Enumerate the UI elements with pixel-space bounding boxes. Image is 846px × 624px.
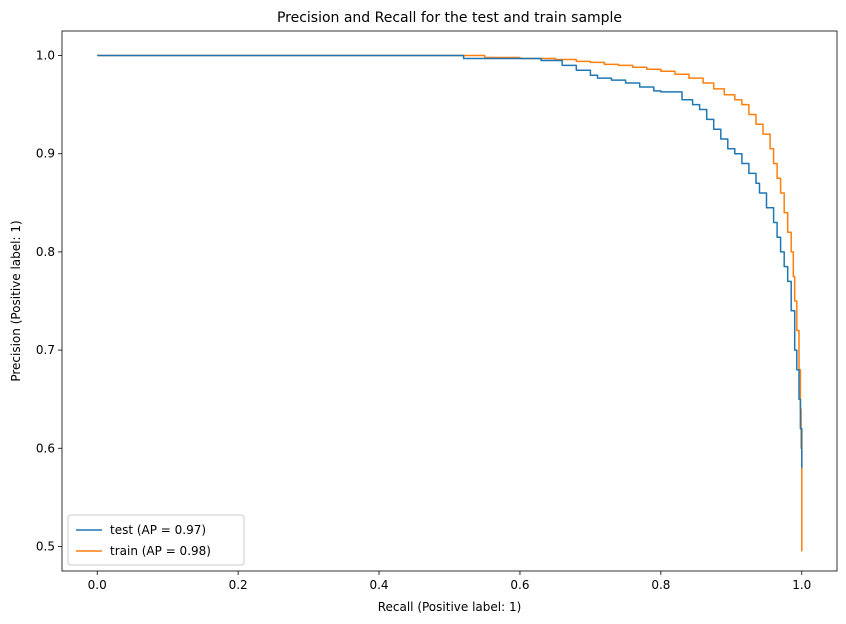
x-axis-label: Recall (Positive label: 1) [378, 600, 522, 614]
chart-title: Precision and Recall for the test and tr… [277, 10, 622, 26]
x-tick-label: 0.4 [369, 578, 388, 592]
series-line-train [97, 54, 803, 552]
legend: test (AP = 0.97) train (AP = 0.98) [67, 514, 245, 566]
y-tick-label: 0.7 [36, 343, 55, 357]
legend-box [67, 514, 245, 566]
y-axis-ticks: 0.5 0.6 0.7 0.8 0.9 1.0 [36, 49, 62, 553]
y-tick-label: 1.0 [36, 49, 55, 63]
series-layer [97, 54, 803, 552]
x-tick-label: 0.2 [229, 578, 248, 592]
plot-frame [61, 30, 838, 572]
x-tick-label: 0.6 [510, 578, 529, 592]
series-line-test [97, 54, 803, 468]
x-tick-label: 0.0 [88, 578, 107, 592]
x-tick-label: 1.0 [792, 578, 811, 592]
x-axis-ticks: 0.0 0.2 0.4 0.6 0.8 1.0 [88, 571, 811, 592]
x-tick-label: 0.8 [651, 578, 670, 592]
y-tick-label: 0.5 [36, 539, 55, 553]
y-tick-label: 0.8 [36, 245, 55, 259]
legend-entry: train (AP = 0.98) [110, 544, 211, 558]
legend-entry: test (AP = 0.97) [110, 523, 206, 537]
y-tick-label: 0.6 [36, 441, 55, 455]
plot-area [62, 31, 837, 571]
y-axis-label: Precision (Positive label: 1) [9, 220, 23, 381]
y-tick-label: 0.9 [36, 147, 55, 161]
